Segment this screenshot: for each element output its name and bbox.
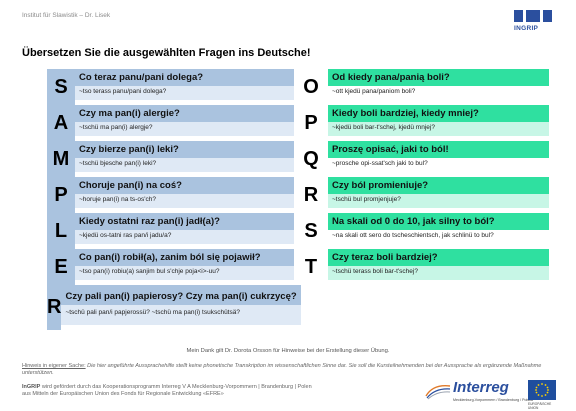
- opqrst-question: Czy ból promieniuje?: [328, 177, 549, 194]
- opqrst-column: O Od kiedy pana/panią boli? ~ott kjedü p…: [294, 69, 549, 285]
- funding-statement: InGRIP wird gefördert durch das Kooperat…: [22, 384, 322, 398]
- opqrst-row: S Na skali od 0 do 10, jak silny to ból?…: [294, 213, 549, 249]
- sampler-row: P Choruje pan(i) na coś? ~horuje pan(i) …: [47, 177, 296, 213]
- interreg-swoosh-icon: [425, 385, 451, 400]
- notice: Hinweis in eigener Sache: Die hier angef…: [22, 363, 552, 377]
- funding-text: wird gefördert durch das Kooperationspro…: [22, 384, 312, 397]
- opqrst-transcription: ~tschü terass boli bar-t'schej?: [328, 266, 549, 280]
- sampler-transcription: ~tschü ma pan(i) alergje?: [75, 122, 296, 136]
- sampler-question: Kiedy ostatni raz pan(i) jadł(a)?: [75, 213, 296, 230]
- opqrst-transcription: ~prosche opi-ssat'sch jaki to bul?: [328, 158, 549, 172]
- ingrip-logo: INGRIP: [514, 10, 554, 38]
- sampler-transcription: ~kjedü os-tatni ras pan/i jadu/a?: [75, 230, 296, 244]
- sampler-question: Czy pali pan(i) papierosy? Czy ma pan(i)…: [61, 285, 301, 305]
- opqrst-question: Na skali od 0 do 10, jak silny to ból?: [328, 213, 549, 230]
- sampler-transcription: ~tschü bjesche pan(i) leki?: [75, 158, 296, 172]
- sampler-question: Czy bierze pan(i) leki?: [75, 141, 296, 158]
- notice-body: Die hier angeführte Aussprachehilfe stel…: [22, 363, 542, 376]
- opqrst-question: Proszę opisać, jaki to ból!: [328, 141, 549, 158]
- interreg-subtitle: Mecklenburg-Vorpommern / Brandenburg / P…: [453, 398, 533, 402]
- opqrst-transcription: ~ott kjedü pana/paniom boli?: [328, 86, 549, 100]
- sampler-transcription: ~horuje pan(i) na ts-os'ch?: [75, 194, 296, 208]
- opqrst-row: Q Proszę opisać, jaki to ból! ~prosche o…: [294, 141, 549, 177]
- sampler-row: R Czy pali pan(i) papierosy? Czy ma pan(…: [47, 285, 301, 330]
- sampler-letter: R: [47, 285, 62, 330]
- institute-header: Institut für Slawistik – Dr. Lisek: [22, 12, 111, 19]
- interreg-word: Interreg: [453, 379, 509, 396]
- sampler-transcription: ~tschü pali pan/i papjerossü? ~tschü ma …: [61, 305, 301, 325]
- eu-label: EUROPÄISCHE UNION: [528, 402, 552, 410]
- sampler-transcription: ~tso pan(i) robiu(a) sanjim bul s'chje p…: [75, 266, 296, 280]
- opqrst-row: T Czy teraz boli bardziej? ~tschü terass…: [294, 249, 549, 285]
- opqrst-letter: T: [294, 249, 328, 285]
- sampler-letter: L: [47, 213, 75, 249]
- page-title: Übersetzen Sie die ausgewählten Fragen i…: [22, 47, 311, 59]
- sampler-row: L Kiedy ostatni raz pan(i) jadł(a)? ~kje…: [47, 213, 296, 249]
- notice-label: Hinweis in eigener Sache:: [22, 363, 86, 369]
- logo-mark-icon: [514, 10, 554, 22]
- opqrst-question: Czy teraz boli bardziej?: [328, 249, 549, 266]
- opqrst-transcription: ~na skali ott sero do tscheschientsch, j…: [328, 230, 549, 244]
- sampler-transcription: ~tso terass panu/pani dolega?: [75, 86, 296, 100]
- opqrst-question: Kiedy boli bardziej, kiedy mniej?: [328, 105, 549, 122]
- opqrst-letter: O: [294, 69, 328, 105]
- sampler-letter: M: [47, 141, 75, 177]
- sampler-row: M Czy bierze pan(i) leki? ~tschü bjesche…: [47, 141, 296, 177]
- sampler-question: Czy ma pan(i) alergie?: [75, 105, 296, 122]
- opqrst-letter: Q: [294, 141, 328, 177]
- sampler-letter: E: [47, 249, 75, 285]
- opqrst-transcription: ~kjedü boli bar-t'schej, kjedü mnjej?: [328, 122, 549, 136]
- interreg-logo: Interreg Mecklenburg-Vorpommern / Brande…: [425, 378, 533, 406]
- acknowledgement: Mein Dank gilt Dr. Dorota Orsson für Hin…: [186, 348, 390, 354]
- sampler-row: S Co teraz panu/pani dolega? ~tso terass…: [47, 69, 296, 105]
- sampler-question: Choruje pan(i) na coś?: [75, 177, 296, 194]
- opqrst-row: O Od kiedy pana/panią boli? ~ott kjedü p…: [294, 69, 549, 105]
- sampler-row: E Co pan(i) robił(a), zanim ból się poja…: [47, 249, 296, 285]
- sampler-question: Co pan(i) robił(a), zanim ból się pojawi…: [75, 249, 296, 266]
- opqrst-row: R Czy ból promieniuje? ~tschü bul promje…: [294, 177, 549, 213]
- sampler-letter: A: [47, 105, 75, 141]
- opqrst-question: Od kiedy pana/panią boli?: [328, 69, 549, 86]
- sampler-letter: P: [47, 177, 75, 213]
- sampler-row: A Czy ma pan(i) alergie? ~tschü ma pan(i…: [47, 105, 296, 141]
- sampler-question: Co teraz panu/pani dolega?: [75, 69, 296, 86]
- opqrst-transcription: ~tschü bul promjenjuje?: [328, 194, 549, 208]
- eu-flag-icon: [528, 380, 556, 400]
- sampler-letter: S: [47, 69, 75, 105]
- opqrst-letter: R: [294, 177, 328, 213]
- logo-text: INGRIP: [514, 25, 539, 32]
- opqrst-letter: S: [294, 213, 328, 249]
- funding-org: InGRIP: [22, 384, 41, 390]
- opqrst-row: P Kiedy boli bardziej, kiedy mniej? ~kje…: [294, 105, 549, 141]
- opqrst-letter: P: [294, 105, 328, 141]
- sampler-column: S Co teraz panu/pani dolega? ~tso terass…: [47, 69, 301, 330]
